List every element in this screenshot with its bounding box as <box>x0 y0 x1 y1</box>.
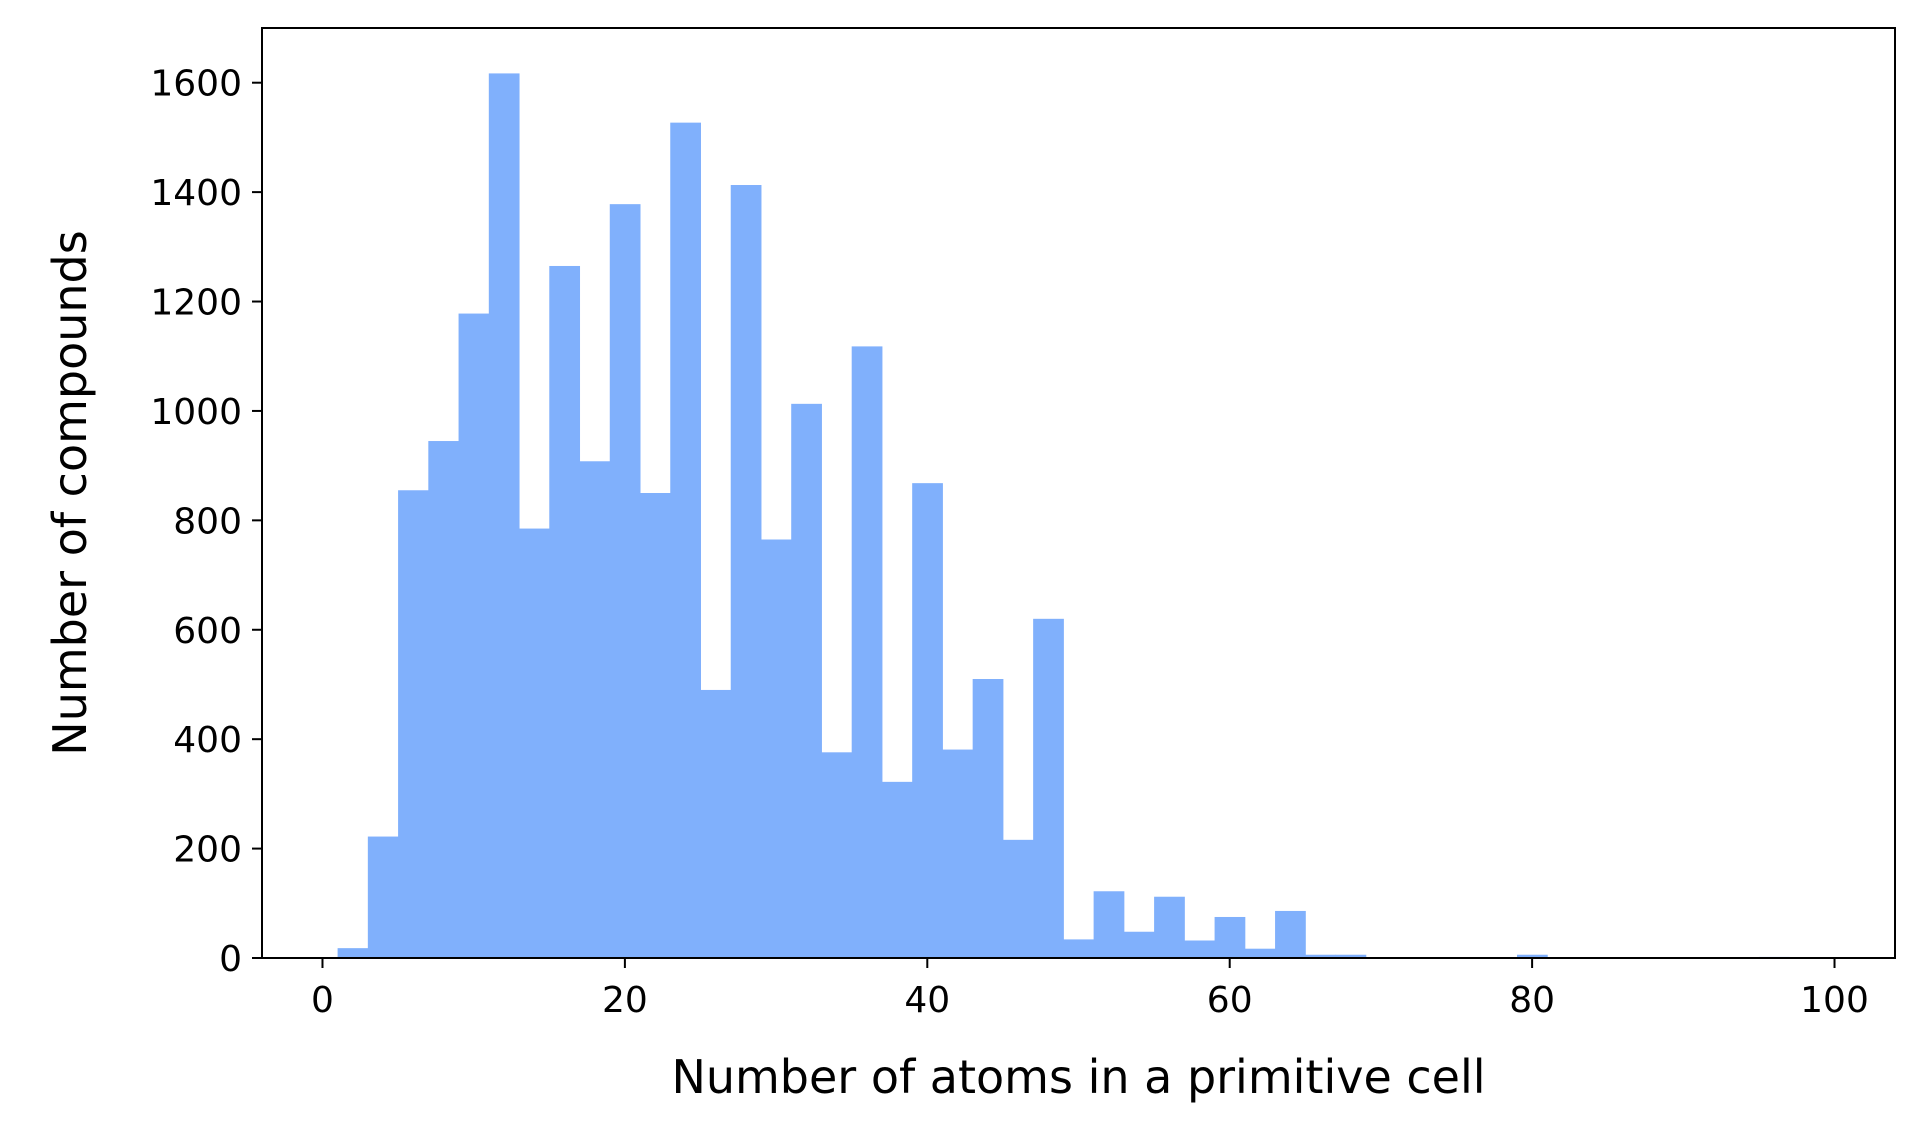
x-tick-label: 0 <box>311 980 334 1021</box>
x-tick-label: 60 <box>1207 980 1253 1021</box>
histogram-bar <box>1305 954 1337 958</box>
y-tick-label: 1000 <box>150 392 242 433</box>
histogram-bar <box>640 493 671 958</box>
histogram-bar <box>337 948 369 958</box>
x-tick-label: 100 <box>1800 980 1869 1021</box>
y-tick-label: 400 <box>173 720 242 761</box>
histogram-bar <box>821 752 853 958</box>
x-tick-label: 40 <box>904 980 950 1021</box>
histogram-bar <box>700 689 732 958</box>
histogram-bar <box>760 539 792 958</box>
histogram-bar <box>1123 931 1155 958</box>
y-tick-label: 200 <box>173 830 242 871</box>
x-tick-label: 20 <box>602 980 648 1021</box>
histogram-bar <box>1033 618 1064 958</box>
histogram-bar <box>1275 910 1306 958</box>
axes-layer <box>261 27 1896 959</box>
histogram-bar <box>488 73 520 958</box>
histogram-bar <box>881 781 913 958</box>
histogram-bar <box>549 265 581 959</box>
histogram-bar <box>579 461 611 958</box>
histogram-bar <box>1184 940 1216 958</box>
y-tick-label: 800 <box>173 501 242 542</box>
histogram-bar <box>519 528 550 958</box>
ticks-layer: 0 20 40 60 80 1000200400600800100012001400160… <box>150 64 1869 1021</box>
histogram-bar <box>398 490 429 958</box>
histogram-bar <box>791 403 822 959</box>
histogram-bar <box>428 441 460 958</box>
histogram-bar <box>1516 954 1548 958</box>
histogram-bar <box>458 313 490 958</box>
histogram-bar <box>912 483 943 958</box>
histogram-bar <box>1244 948 1276 958</box>
histogram-bar <box>1093 891 1125 958</box>
bars-layer <box>337 73 1790 959</box>
histogram-bar <box>1214 916 1246 958</box>
histogram-bar <box>1154 896 1185 958</box>
histogram-bar <box>367 836 399 958</box>
histogram-bar <box>972 679 1004 958</box>
y-tick-label: 1400 <box>150 173 242 214</box>
x-tick-label: 80 <box>1509 980 1555 1021</box>
y-axis-label: Number of compounds <box>43 230 97 755</box>
histogram-bar <box>1002 839 1034 958</box>
histogram-bar <box>851 346 883 958</box>
histogram-bar <box>670 122 701 958</box>
histogram-bar <box>1063 939 1095 958</box>
histogram-bar <box>609 204 641 958</box>
y-tick-label: 600 <box>173 611 242 652</box>
histogram-bar <box>942 749 974 958</box>
y-tick-label: 0 <box>219 939 242 980</box>
plot-frame <box>261 27 1896 959</box>
y-tick-label: 1600 <box>150 64 242 105</box>
x-axis-label: Number of atoms in a primitive cell <box>671 1050 1485 1104</box>
histogram-bar <box>730 185 762 958</box>
histogram-bar <box>1335 954 1367 958</box>
y-tick-label: 1200 <box>150 283 242 324</box>
